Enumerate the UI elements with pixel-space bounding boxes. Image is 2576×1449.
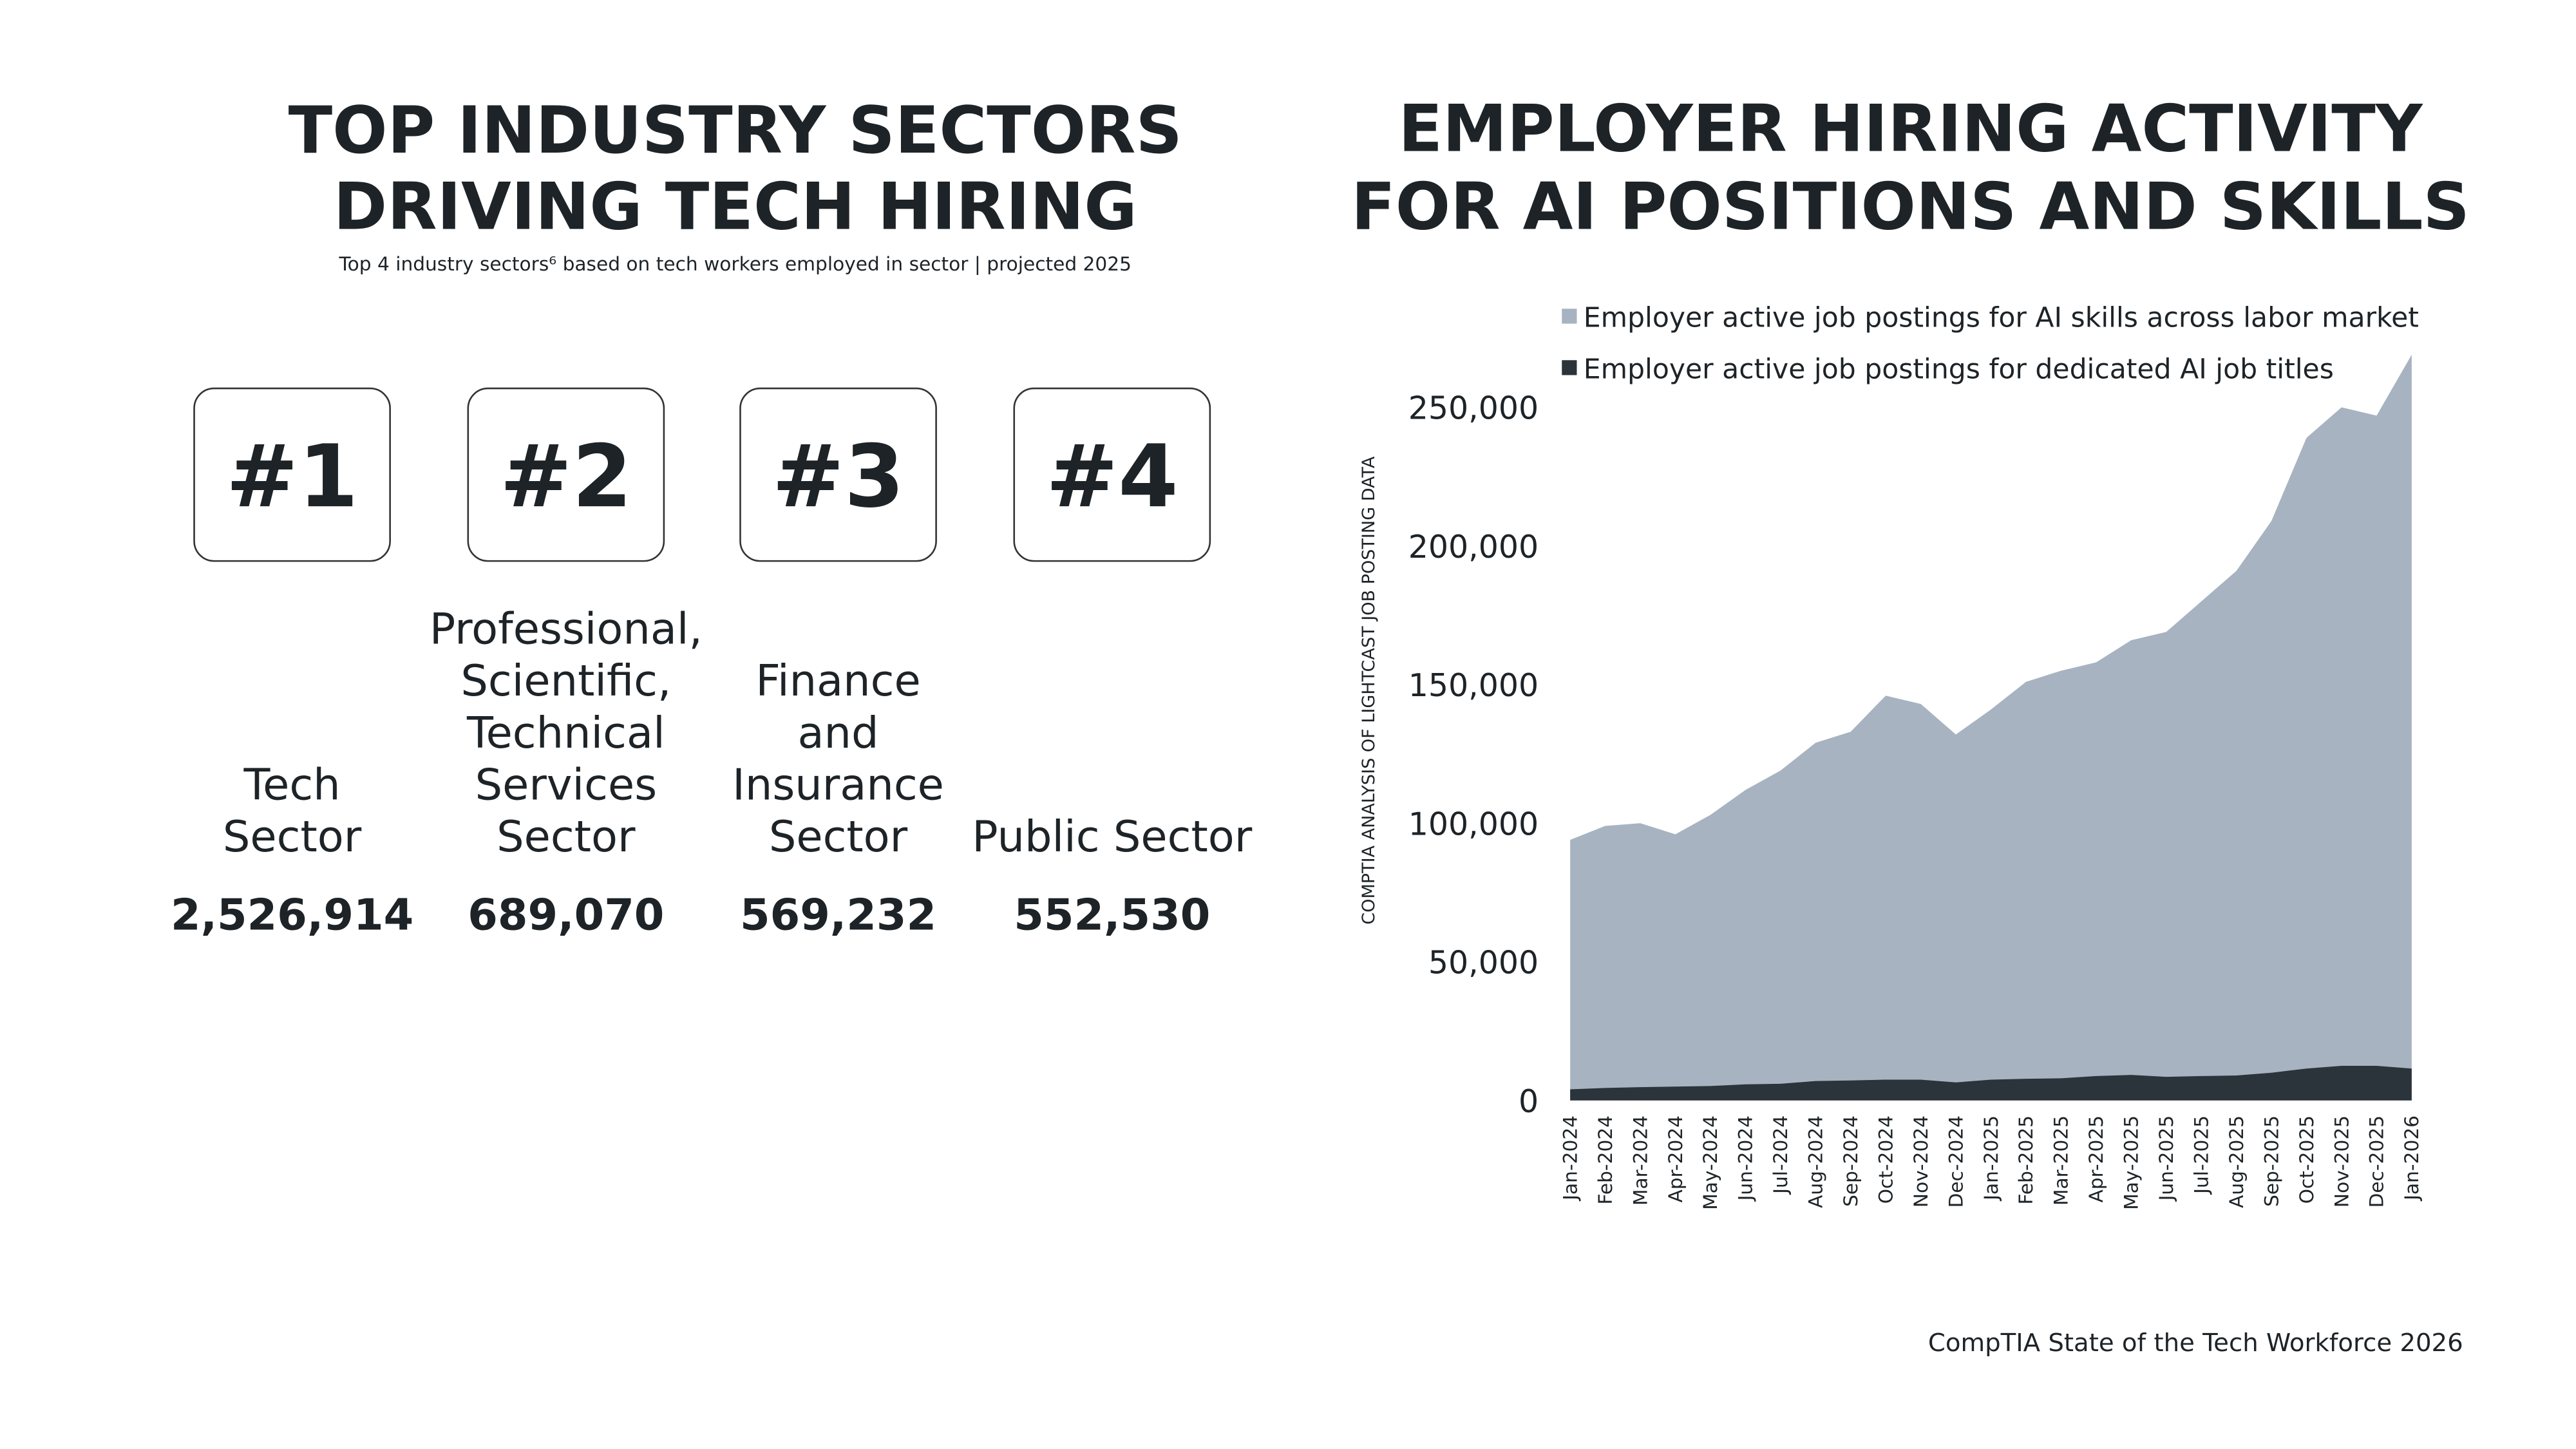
left-title: TOP INDUSTRY SECTORS (289, 93, 1182, 168)
y-tick-label: 100,000 (1408, 806, 1539, 842)
sector-name: Finance (755, 656, 920, 706)
x-tick-label: Aug-2024 (1804, 1115, 1827, 1208)
x-tick-label: Dec-2025 (2365, 1115, 2388, 1208)
y-tick-label: 0 (1519, 1083, 1539, 1120)
x-tick-label: May-2025 (2120, 1115, 2143, 1210)
sector-workers: 552,530 (1014, 889, 1210, 940)
x-tick-label: Feb-2025 (2014, 1115, 2037, 1205)
rank-box (739, 387, 937, 562)
rank: #2 (500, 426, 632, 527)
sector-name: Public Sector (972, 811, 1252, 862)
rank-box (1013, 387, 1211, 562)
sector-name: Sector (769, 811, 908, 862)
rank: #3 (772, 426, 905, 527)
sector-name: Insurance (732, 759, 944, 810)
area (1570, 354, 2412, 1101)
legend-swatch (1562, 308, 1577, 324)
x-tick-label: Oct-2025 (2295, 1115, 2318, 1204)
rank-box (467, 387, 665, 562)
x-tick-label: Oct-2024 (1874, 1115, 1897, 1204)
x-tick-label: Jul-2024 (1769, 1115, 1792, 1195)
y-tick-label: 50,000 (1428, 945, 1539, 981)
x-tick-label: Jul-2025 (2190, 1115, 2212, 1195)
rank: #4 (1046, 426, 1179, 527)
x-tick-label: Jan-2024 (1558, 1115, 1581, 1202)
sector-name: Sector (223, 811, 362, 862)
y-tick-label: 150,000 (1408, 667, 1539, 704)
rank-box (193, 387, 391, 562)
sector-name: Scientific, (460, 656, 671, 706)
x-tick-label: Aug-2025 (2225, 1115, 2248, 1208)
x-tick-label: Mar-2025 (2050, 1115, 2072, 1206)
sector-name: Technical (466, 708, 665, 758)
x-tick-label: Jun-2025 (2155, 1115, 2177, 1202)
legend-label: Employer active job postings for dedicat… (1584, 354, 2334, 386)
x-tick-label: May-2024 (1699, 1115, 1721, 1210)
y-axis-title: COMPTIA ANALYSIS OF LIGHTCAST JOB POSTIN… (1359, 456, 1379, 925)
sector-workers: 569,232 (740, 889, 936, 940)
chart-title: EMPLOYER HIRING ACTIVITY (1398, 91, 2423, 167)
sector-workers: 689,070 (468, 889, 664, 940)
y-tick-label: 250,000 (1408, 390, 1539, 427)
x-tick-label: Jun-2024 (1734, 1115, 1757, 1202)
left-title: DRIVING TECH HIRING (334, 169, 1137, 245)
sector-name: Tech (243, 759, 341, 810)
rank: #1 (226, 426, 359, 527)
legend-swatch (1562, 360, 1577, 375)
x-tick-label: Apr-2025 (2085, 1115, 2107, 1202)
x-tick-label: Apr-2024 (1664, 1115, 1687, 1202)
sector-name: Sector (497, 811, 636, 862)
footer: CompTIA State of the Tech Workforce 2026 (1928, 1329, 2463, 1358)
area (1570, 1065, 2412, 1101)
sector-name: Professional, (430, 603, 703, 654)
x-tick-label: Sep-2025 (2260, 1115, 2282, 1207)
x-tick-label: Sep-2024 (1839, 1115, 1862, 1207)
x-tick-label: Jan-2026 (2400, 1115, 2423, 1202)
x-tick-label: Nov-2024 (1909, 1115, 1932, 1208)
x-tick-label: Nov-2025 (2330, 1115, 2353, 1208)
chart-title: FOR AI POSITIONS AND SKILLS (1351, 169, 2470, 245)
sector-name: Services (475, 759, 658, 810)
sector-workers: 2,526,914 (171, 889, 413, 940)
y-tick-label: 200,000 (1408, 529, 1539, 565)
legend-label: Employer active job postings for AI skil… (1584, 303, 2419, 334)
left-subtitle: Top 4 industry sectors⁶ based on tech wo… (339, 252, 1132, 276)
x-tick-label: Mar-2024 (1629, 1115, 1651, 1206)
x-tick-label: Jan-2025 (1980, 1115, 2002, 1202)
sector-name: and (798, 708, 879, 758)
x-tick-label: Feb-2024 (1594, 1115, 1616, 1205)
x-tick-label: Dec-2024 (1944, 1115, 1967, 1208)
